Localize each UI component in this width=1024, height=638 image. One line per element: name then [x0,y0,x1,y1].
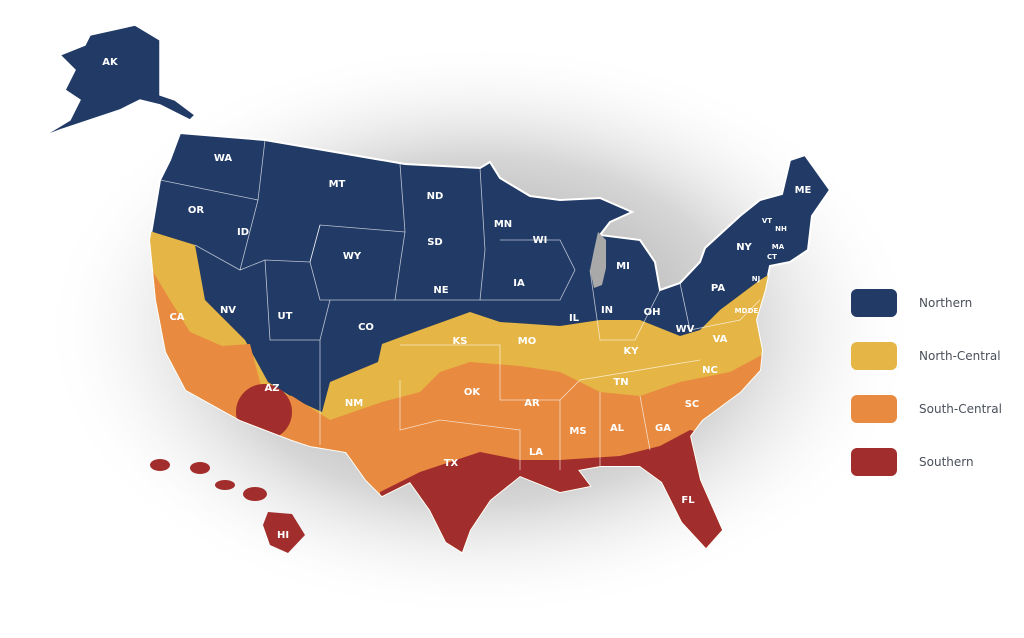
legend-label: Southern [919,454,974,469]
state-label-nv: NV [220,305,236,316]
state-label-nc: NC [702,365,718,376]
legend-label: North-Central [919,348,1001,363]
state-labels: AK WA OR ID MT ND MN WI MI SD WY NE IA IL IN OH PA NY ME VT… [102,57,811,541]
state-label-ut: UT [278,311,293,322]
state-label-tn: TN [613,377,628,388]
state-label-ms: MS [569,426,586,437]
state-label-ks: KS [453,336,468,347]
state-label-ak: AK [102,57,119,68]
legend-swatch [851,288,897,317]
state-label-wv: WV [676,324,695,335]
state-label-ar: AR [524,398,540,409]
state-label-nd: ND [427,191,444,202]
legend-swatch [851,341,897,370]
state-label-wa: WA [214,153,233,164]
state-label-nj: NJ [752,275,760,283]
state-label-vt: VT [762,217,772,225]
state-label-me: ME [795,185,812,196]
state-label-va: VA [713,334,728,345]
state-label-mt: MT [329,179,346,190]
legend-item-southern: Southern [851,435,1002,488]
state-label-pa: PA [711,283,725,294]
legend-item-south-central: South-Central [851,382,1002,435]
state-label-de: DE [748,307,759,315]
state-label-hi: HI [277,530,289,541]
state-label-ca: CA [169,312,184,323]
state-label-oh: OH [644,307,661,318]
state-label-mi: MI [616,261,630,272]
state-label-wy: WY [343,251,362,262]
state-borders [159,139,761,470]
hawaii [150,459,305,553]
state-label-fl: FL [681,495,695,506]
state-label-ma: MA [772,243,785,251]
state-label-mn: MN [494,219,512,230]
state-label-id: ID [237,227,249,238]
legend-swatch [851,447,897,476]
state-label-ky: KY [624,346,640,357]
legend: Northern North-Central South-Central Sou… [851,276,1002,488]
state-label-co: CO [358,322,374,333]
state-label-mo: MO [518,336,536,347]
lake-michigan [590,232,606,288]
state-label-az: AZ [265,383,280,394]
state-label-sc: SC [685,399,700,410]
state-label-ny: NY [736,242,752,253]
legend-item-northern: Northern [851,276,1002,329]
state-label-in: IN [601,305,613,316]
state-label-or: OR [188,205,205,216]
alaska [41,24,197,138]
state-label-al: AL [610,423,625,434]
state-label-tx: TX [444,458,459,469]
legend-item-north-central: North-Central [851,329,1002,382]
state-label-ne: NE [433,285,448,296]
state-label-la: LA [529,447,543,458]
state-label-il: IL [569,313,580,324]
state-label-ok: OK [464,387,482,398]
state-label-ia: IA [513,278,525,289]
state-label-sd: SD [427,237,443,248]
state-label-ct: CT [767,253,777,261]
state-label-nh: NH [775,225,787,233]
legend-swatch [851,394,897,423]
state-label-wi: WI [533,235,548,246]
state-label-md: MD [735,307,748,315]
state-label-ga: GA [655,423,671,434]
legend-label: Northern [919,295,973,310]
state-label-nm: NM [345,398,363,409]
legend-label: South-Central [919,401,1002,416]
